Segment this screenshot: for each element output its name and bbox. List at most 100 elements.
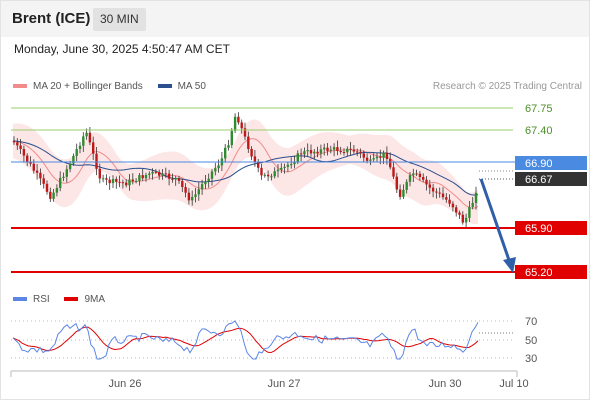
candle-body (16, 142, 19, 146)
candle (438, 187, 441, 198)
candle (339, 146, 342, 155)
candle-body (359, 151, 362, 154)
interval-badge[interactable]: 30 MIN (93, 8, 146, 31)
candle (134, 178, 138, 184)
candle (224, 143, 227, 163)
candle-body (138, 175, 141, 181)
candle-body (115, 179, 118, 182)
price-legend: MA 20 + Bollinger Bands MA 50 (13, 81, 218, 92)
candle (250, 146, 253, 161)
rsi-ma-swatch-icon (64, 297, 79, 302)
candle-body (428, 184, 431, 188)
candle (105, 174, 108, 186)
candle (257, 159, 260, 173)
candle-body (464, 217, 468, 223)
candle-body (240, 122, 243, 129)
candle-body (174, 178, 177, 180)
candle (260, 163, 263, 180)
candle (16, 138, 19, 150)
candle (35, 164, 39, 180)
candle (98, 163, 101, 184)
candle (356, 148, 359, 157)
candle-body (352, 149, 356, 152)
resistance-2-label: 67.75 (525, 103, 553, 115)
candle (200, 179, 204, 195)
candle-body (52, 192, 55, 199)
candle (375, 153, 379, 163)
rsi-ma-line (12, 326, 479, 354)
bollinger-band (13, 119, 478, 225)
candle-body (158, 171, 161, 176)
candle (408, 171, 412, 187)
candle (68, 160, 72, 173)
candle (138, 173, 141, 186)
candle (458, 210, 461, 220)
candle (468, 200, 471, 222)
candle (464, 213, 468, 228)
rsi-legend: RSI 9MA (13, 294, 117, 305)
candle-body (448, 199, 451, 204)
candle-body (237, 116, 240, 123)
candle-body (210, 171, 214, 179)
candle-body (194, 194, 197, 197)
candle-body (141, 175, 144, 179)
ma-level-tag (515, 156, 587, 170)
candle-body (214, 168, 217, 172)
candle-body (128, 179, 131, 186)
candle (214, 162, 217, 176)
candle-body (92, 142, 95, 154)
candle-body (230, 130, 233, 146)
ma20-line (12, 138, 479, 209)
candle (319, 144, 323, 159)
candle-body (184, 187, 187, 193)
candle-body (98, 168, 101, 179)
candle-body (415, 173, 418, 175)
candle (425, 176, 428, 191)
candle-body (316, 151, 319, 154)
candle (415, 169, 418, 177)
candle (144, 172, 148, 182)
candle-body (309, 150, 313, 154)
candle-body (105, 178, 108, 180)
candle-body (283, 166, 286, 168)
candle-body (82, 136, 85, 146)
candle (273, 167, 276, 179)
legend-bollinger-label: MA 20 + Bollinger Bands (33, 81, 143, 92)
candle (369, 155, 372, 166)
candle-body (408, 175, 412, 182)
candle-body (19, 145, 22, 150)
candle (151, 168, 154, 180)
candle (22, 145, 26, 162)
candle (118, 175, 121, 188)
candle (49, 187, 52, 202)
rsi-tick-70: 70 (525, 316, 537, 328)
candle-body (65, 169, 68, 177)
candle-body (326, 147, 329, 151)
candle-body (154, 171, 158, 173)
candle (148, 171, 151, 179)
candle (164, 167, 167, 178)
candle (240, 119, 243, 134)
candle (346, 146, 349, 157)
candle-body (35, 170, 39, 173)
candle-body (445, 197, 448, 200)
candle (435, 188, 438, 199)
candle-body (197, 189, 200, 195)
candle (299, 148, 303, 162)
candle (184, 183, 187, 198)
candle (326, 143, 329, 156)
candle (461, 211, 464, 225)
candle-body (402, 189, 405, 197)
candle (167, 169, 171, 186)
candle (349, 141, 352, 156)
candle (266, 170, 270, 182)
candle (395, 172, 398, 193)
candle-body (233, 116, 237, 131)
instrument-title: Brent (ICE) (12, 10, 91, 27)
forecast-arrow-icon (503, 257, 516, 273)
candle (62, 172, 65, 182)
candle-body (207, 178, 210, 182)
candle (82, 132, 85, 152)
